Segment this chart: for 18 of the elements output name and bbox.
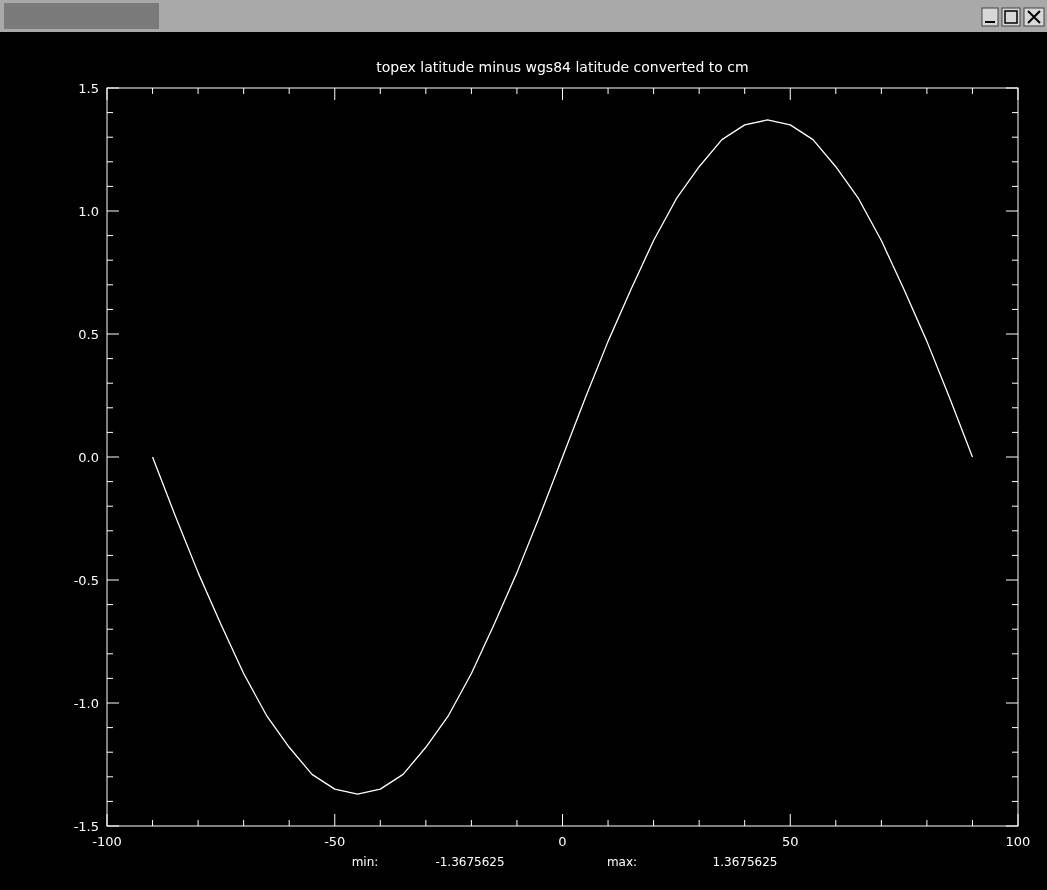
- y-tick-label: 0.0: [78, 450, 99, 465]
- y-tick-label: 1.5: [78, 81, 99, 96]
- chart-title: topex latitude minus wgs84 latitude converted to cm: [376, 59, 749, 75]
- y-tick-label: -1.5: [73, 819, 99, 834]
- y-tick-label: 1.0: [78, 204, 99, 219]
- y-tick-label: -0.5: [73, 573, 99, 588]
- x-tick-label: 50: [781, 834, 799, 849]
- x-tick-label: -100: [92, 834, 122, 849]
- x-tick-label: -50: [324, 834, 346, 849]
- text: min:: [351, 855, 379, 869]
- x-tick-label: 100: [1005, 834, 1031, 849]
- y-tick-label: 0.5: [78, 327, 99, 342]
- text: -1.3675625: [435, 855, 505, 869]
- text: 1.3675625: [712, 855, 778, 869]
- text: max:: [606, 855, 638, 869]
- x-tick-label: 0: [558, 834, 567, 849]
- line-series: [151, 119, 974, 795]
- y-tick-label: -1.0: [73, 696, 99, 711]
